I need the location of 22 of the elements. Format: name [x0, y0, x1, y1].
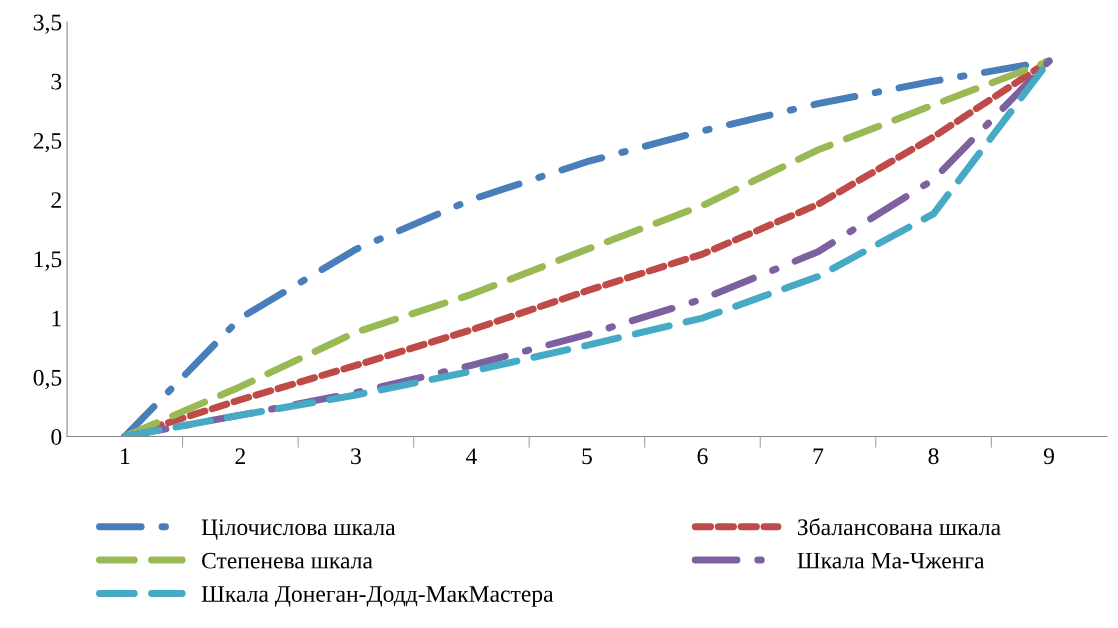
- legend-label: Степенева шкала: [202, 552, 373, 569]
- y-tick-label: 3,5: [33, 14, 62, 34]
- y-tick-label: 1,5: [34, 251, 62, 271]
- x-tick-label: 6: [697, 448, 708, 465]
- y-tick-label: 0,5: [33, 369, 62, 390]
- x-tick-label: 5: [582, 448, 592, 465]
- x-tick-label: 4: [465, 448, 477, 464]
- x-tick-label: 2: [235, 448, 245, 464]
- y-tick-label: 0: [51, 428, 62, 445]
- y-tick-label: 2: [51, 192, 61, 208]
- x-tick-label: 3: [351, 448, 361, 465]
- x-tick-label: 8: [928, 448, 939, 465]
- legend-label: Шкала Ма-Чженга: [797, 552, 985, 569]
- y-tick-label: 1: [52, 310, 61, 327]
- legend-label: Шкала Донеган-Додд-МакМастера: [201, 586, 554, 607]
- x-tick-label: 9: [1043, 448, 1054, 465]
- x-tick-label: 1: [121, 448, 130, 464]
- legend-label: Цілочислова шкала: [201, 519, 396, 541]
- y-tick-label: 3: [51, 73, 62, 90]
- x-tick-label: 7: [813, 448, 824, 464]
- y-tick-label: 2,5: [33, 132, 62, 153]
- legend-label: Збалансована шкала: [797, 518, 1001, 536]
